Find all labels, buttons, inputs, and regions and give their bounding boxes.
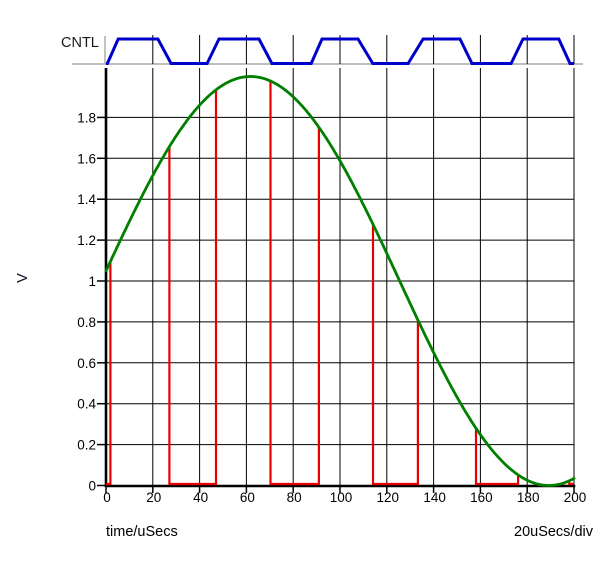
x-tick-label: 100 [330,490,353,505]
x-tick-label: 140 [423,490,446,505]
x-tick-label: 120 [377,490,400,505]
sine-trace [104,75,576,487]
x-tick-label: 180 [517,490,540,505]
x-axis-title: time/uSecs [106,524,178,540]
x-tick-label: 60 [240,490,255,505]
y-tick-label: 0 [88,479,96,494]
y-tick-label: 1.2 [77,233,96,248]
y-tick-label: 1.4 [77,192,96,207]
x-tick-label: 0 [103,490,111,505]
x-tick-label: 40 [193,490,208,505]
y-axis-title: V [15,273,31,283]
y-tick-label: 0.6 [77,356,96,371]
y-tick-label: 0.4 [77,397,96,412]
x-tick-label: 20 [146,490,161,505]
y-tick-label: 0.2 [77,438,96,453]
x-tick-label: 160 [470,490,493,505]
y-tick-label: 1 [88,274,96,289]
cntl-trace [106,37,574,65]
x-tick-label: 80 [287,490,302,505]
y-tick-label: 1.8 [77,110,96,125]
y-tick-label: 0.8 [77,315,96,330]
cntl-trace-label: CNTL [61,35,99,51]
y-tick-label: 1.6 [77,151,96,166]
x-tick-label: 200 [564,490,587,505]
x-scale-per-div-label: 20uSecs/div [514,524,593,540]
